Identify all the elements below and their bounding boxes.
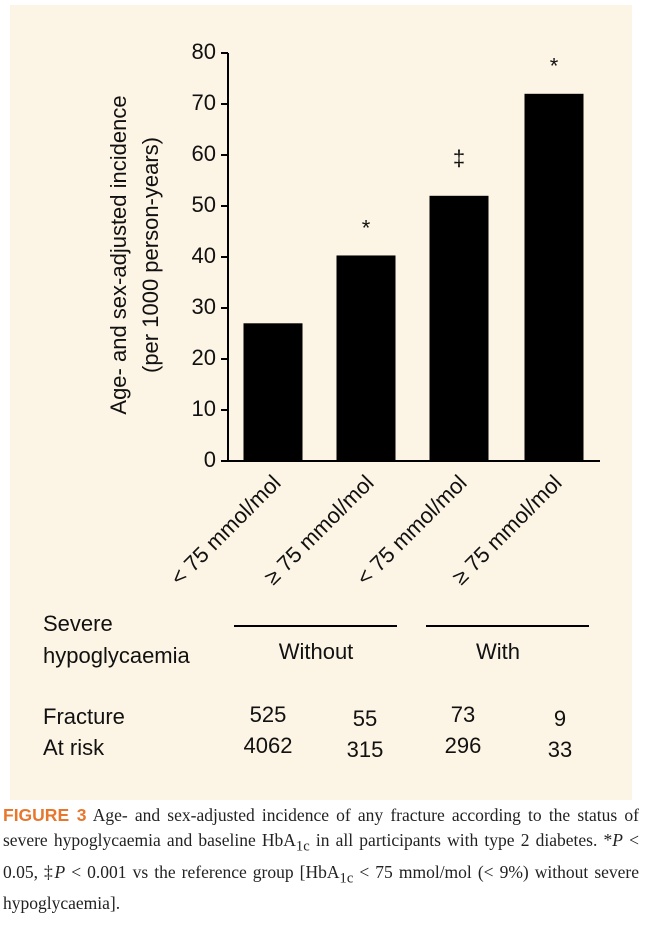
bar bbox=[243, 323, 303, 461]
row-label: Fracture bbox=[43, 704, 125, 729]
y-tick-label: 40 bbox=[192, 243, 216, 268]
caption-text: P bbox=[612, 830, 623, 850]
caption-text: < 0.05, ‡ bbox=[3, 830, 639, 882]
y-label: Age- and sex-adjusted incidence bbox=[106, 95, 131, 414]
y-tick-label: 10 bbox=[192, 396, 216, 421]
cell: 315 bbox=[347, 737, 384, 762]
y-tick-label: 80 bbox=[192, 39, 216, 64]
cell: 4062 bbox=[244, 733, 293, 758]
cell: 55 bbox=[353, 706, 377, 731]
group-label: With bbox=[476, 639, 520, 664]
group-header: hypoglycaemia bbox=[43, 643, 191, 668]
caption-text: < 0.001 vs the reference group [HbA bbox=[65, 861, 340, 882]
cell: 73 bbox=[451, 702, 475, 727]
y-tick-label: 0 bbox=[204, 447, 216, 472]
y-tick-label: 30 bbox=[192, 294, 216, 319]
annotation: * bbox=[362, 215, 371, 240]
bar bbox=[524, 93, 584, 462]
annotation: ‡ bbox=[453, 146, 465, 171]
caption: FIGURE 3 Age- and sex-adjusted incidence… bbox=[3, 803, 639, 916]
group-label: Without bbox=[279, 639, 354, 664]
caption-text: in all participants with type 2 diabetes… bbox=[309, 830, 613, 850]
cell: 9 bbox=[554, 706, 566, 731]
y-tick-label: 50 bbox=[192, 192, 216, 217]
cell: 525 bbox=[250, 702, 287, 727]
caption-text: P bbox=[54, 861, 66, 882]
y-tick-label: 20 bbox=[192, 345, 216, 370]
caption-text: Age- and sex-adjusted incidence of any f… bbox=[3, 805, 639, 850]
y-tick-label: 60 bbox=[192, 141, 216, 166]
cell: 296 bbox=[445, 733, 482, 758]
chart: Age- and sex-adjusted incidence (per 100… bbox=[10, 5, 632, 800]
group-header: Severe bbox=[43, 611, 113, 636]
row-label: At risk bbox=[43, 735, 105, 760]
caption-label: FIGURE 3 bbox=[3, 805, 87, 825]
caption-text: < 75 mmol/mol (< 9%) without severe hypo… bbox=[3, 861, 640, 914]
y-label: (per 1000 person-years) bbox=[138, 137, 163, 373]
y-tick-label: 70 bbox=[192, 90, 216, 115]
annotation: * bbox=[550, 54, 559, 79]
bar bbox=[336, 255, 396, 461]
caption-text: 1c bbox=[339, 870, 354, 886]
cell: 33 bbox=[548, 737, 572, 762]
caption-text: 1c bbox=[295, 838, 310, 855]
bar bbox=[429, 195, 489, 462]
